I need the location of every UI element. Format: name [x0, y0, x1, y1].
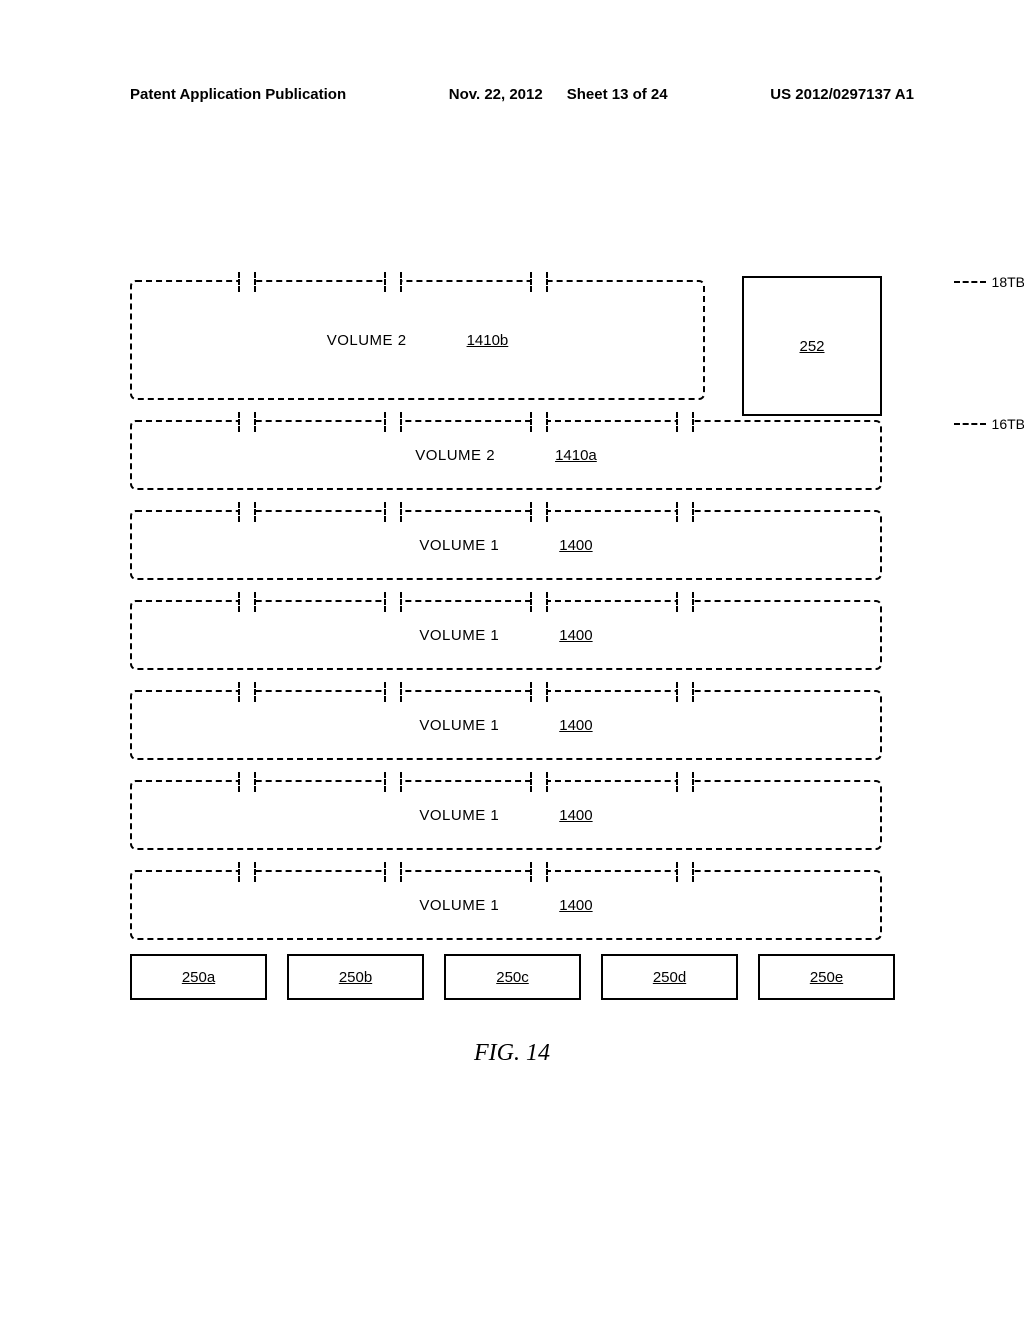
- segment-notch: [530, 502, 548, 522]
- segment-notch: [238, 272, 256, 292]
- marker-label: 16TB: [992, 416, 1024, 432]
- segment-notch: [530, 682, 548, 702]
- marker-dash: [954, 423, 986, 425]
- segment-notch: [530, 772, 548, 792]
- segment-notch: [676, 502, 694, 522]
- segment-notch: [384, 772, 402, 792]
- segment-notch: [530, 412, 548, 432]
- segment-notch: [384, 682, 402, 702]
- volume-name: VOLUME 2: [327, 332, 407, 349]
- volume-name: VOLUME 2: [415, 447, 495, 464]
- header-pubno: US 2012/0297137 A1: [770, 86, 914, 103]
- figure-caption: FIG. 14: [0, 1040, 1024, 1067]
- segment-notch: [530, 272, 548, 292]
- segment-notch: [530, 862, 548, 882]
- segment-notch: [676, 592, 694, 612]
- drive-label: 250d: [601, 954, 738, 1000]
- volume-ref: 1410b: [467, 332, 509, 349]
- drive-label: 250e: [758, 954, 895, 1000]
- segment-notch: [238, 682, 256, 702]
- volume-row: VOLUME 2 1410b: [130, 280, 705, 400]
- segment-notch: [238, 592, 256, 612]
- volume-row: VOLUME 1 1400: [130, 780, 882, 850]
- segment-notch: [384, 592, 402, 612]
- volume-ref: 1400: [559, 627, 592, 644]
- segment-notch: [384, 502, 402, 522]
- marker-label: 18TB: [992, 274, 1024, 290]
- volume-name: VOLUME 1: [419, 537, 499, 554]
- drive-label: 250a: [130, 954, 267, 1000]
- segment-notch: [238, 502, 256, 522]
- segment-notch: [530, 592, 548, 612]
- volume-row: VOLUME 1 1400: [130, 690, 882, 760]
- segment-notch: [384, 862, 402, 882]
- volume-row: VOLUME 2 1410a: [130, 420, 882, 490]
- segment-notch: [238, 862, 256, 882]
- page-header: Patent Application Publication Nov. 22, …: [0, 86, 1024, 103]
- segment-notch: [676, 772, 694, 792]
- segment-notch: [676, 412, 694, 432]
- segment-notch: [384, 412, 402, 432]
- capacity-marker: 18TB: [954, 274, 1024, 290]
- volume-name: VOLUME 1: [419, 807, 499, 824]
- figure-14-diagram: VOLUME 21410bVOLUME 21410aVOLUME 11400VO…: [130, 280, 895, 1000]
- segment-notch: [238, 412, 256, 432]
- volume-row: VOLUME 1 1400: [130, 870, 882, 940]
- drive-label: 250b: [287, 954, 424, 1000]
- segment-notch: [384, 272, 402, 292]
- volume-ref: 1400: [559, 897, 592, 914]
- header-date: Nov. 22, 2012: [449, 86, 543, 103]
- volume-row: VOLUME 1 1400: [130, 510, 882, 580]
- drive-label: 250c: [444, 954, 581, 1000]
- segment-notch: [238, 772, 256, 792]
- header-left: Patent Application Publication: [130, 86, 346, 103]
- volume-ref: 1400: [559, 807, 592, 824]
- drive-label-row: 250a 250b 250c 250d 250e: [130, 954, 895, 1000]
- volume-ref: 1410a: [555, 447, 597, 464]
- volume-ref: 1400: [559, 717, 592, 734]
- volume-row: VOLUME 1 1400: [130, 600, 882, 670]
- segment-notch: [676, 682, 694, 702]
- volume-name: VOLUME 1: [419, 627, 499, 644]
- segment-notch: [676, 862, 694, 882]
- marker-dash: [954, 281, 986, 283]
- volume-name: VOLUME 1: [419, 717, 499, 734]
- block-252: 252: [742, 276, 882, 416]
- volume-ref: 1400: [559, 537, 592, 554]
- capacity-marker: 16TB: [954, 416, 1024, 432]
- volume-name: VOLUME 1: [419, 897, 499, 914]
- header-sheet: Sheet 13 of 24: [567, 86, 668, 103]
